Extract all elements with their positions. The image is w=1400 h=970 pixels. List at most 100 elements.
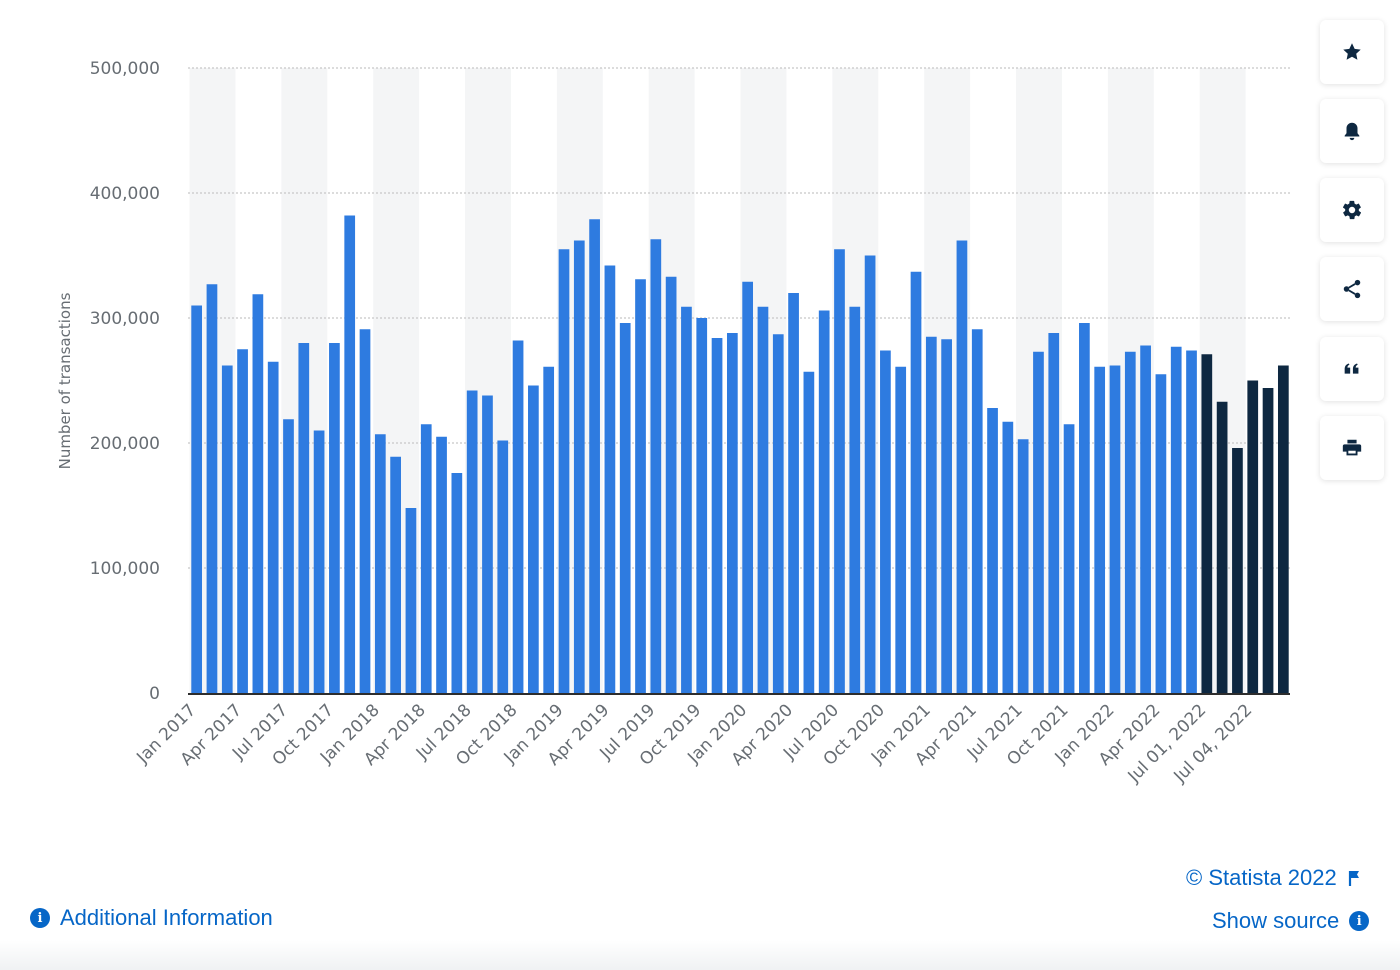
y-axis-title: Number of transactions <box>56 292 74 469</box>
notification-button[interactable] <box>1320 99 1384 163</box>
chart-area: 0 100,000 200,000 300,000 400,000 500,000 Jan … <box>56 59 1290 787</box>
show-source-label: Show source <box>1212 908 1340 933</box>
bar <box>436 436 447 693</box>
bar <box>910 271 922 693</box>
bar <box>772 334 784 693</box>
bar <box>1216 401 1228 693</box>
bar <box>252 294 264 693</box>
bar <box>956 240 968 693</box>
bar <box>1017 439 1029 693</box>
bar <box>206 284 218 693</box>
bar <box>987 408 998 693</box>
bar <box>864 255 876 693</box>
bar <box>619 323 631 693</box>
bar <box>925 336 937 693</box>
bar <box>329 343 340 693</box>
bar <box>788 293 799 693</box>
y-tick-label: 500,000 <box>90 59 160 79</box>
bar <box>390 456 401 693</box>
bar-chart: 0100,000200,000300,000400,000500,000Jan … <box>56 59 1290 787</box>
bar <box>283 419 294 693</box>
bar <box>1048 333 1060 693</box>
bar <box>221 365 233 693</box>
y-tick-label: 300,000 <box>90 309 160 329</box>
bar <box>711 338 723 693</box>
bar <box>1140 345 1151 693</box>
print-icon <box>1342 439 1362 456</box>
share-button[interactable] <box>1320 257 1384 321</box>
bar <box>237 349 248 693</box>
bar <box>818 310 830 693</box>
settings-button[interactable] <box>1320 178 1384 242</box>
show-source-link[interactable]: Show source i <box>1212 908 1370 934</box>
bar <box>726 333 738 693</box>
bar <box>1094 366 1106 693</box>
info-icon: i <box>30 908 50 928</box>
copyright-link[interactable]: © Statista 2022 <box>1186 865 1363 891</box>
bar <box>1232 448 1243 693</box>
bar <box>895 366 907 693</box>
additional-information-label: Additional Information <box>60 905 273 930</box>
info-icon: i <box>1349 911 1370 931</box>
share-icon <box>1343 279 1361 299</box>
bar <box>298 343 310 693</box>
bar <box>604 265 616 693</box>
bar <box>482 395 493 693</box>
bar <box>374 434 386 693</box>
bottom-fade <box>0 940 1400 970</box>
quote-icon <box>1344 363 1359 374</box>
bar <box>1063 424 1075 693</box>
bar <box>849 306 861 693</box>
bar <box>681 306 692 693</box>
bar <box>313 430 325 693</box>
bar <box>650 239 662 693</box>
bar <box>451 473 463 693</box>
additional-information-link[interactable]: i Additional Information <box>30 905 273 931</box>
star-icon <box>1343 43 1361 60</box>
bar <box>1109 365 1121 693</box>
bar <box>589 219 600 693</box>
bar <box>1079 323 1090 693</box>
bar <box>267 361 279 693</box>
bar <box>1170 346 1182 693</box>
bar <box>466 390 478 693</box>
bar <box>497 440 509 693</box>
bar <box>1201 354 1213 693</box>
bar <box>344 215 356 693</box>
bar <box>1155 374 1167 693</box>
print-button[interactable] <box>1320 416 1384 480</box>
bar <box>359 329 371 693</box>
bar <box>405 508 417 693</box>
bar <box>420 424 432 693</box>
flag-icon <box>1348 871 1359 886</box>
bell-icon <box>1344 122 1360 141</box>
bar <box>803 371 815 693</box>
bar <box>1033 351 1044 693</box>
bar <box>696 318 708 693</box>
bar <box>528 385 539 693</box>
favorite-button[interactable] <box>1320 20 1384 84</box>
bar <box>1277 365 1289 693</box>
y-tick-label: 100,000 <box>90 559 160 579</box>
bar <box>512 340 524 693</box>
bar <box>880 350 891 693</box>
gear-icon <box>1342 200 1362 220</box>
bar <box>543 366 555 693</box>
bar <box>573 240 585 693</box>
bar <box>941 339 952 693</box>
bar <box>1247 380 1259 693</box>
bar <box>757 306 769 693</box>
bar <box>635 279 646 693</box>
cite-button[interactable] <box>1320 337 1384 401</box>
bar <box>1002 421 1014 693</box>
bar <box>834 249 845 693</box>
bar <box>1186 350 1197 693</box>
y-tick-label: 200,000 <box>90 434 160 454</box>
y-tick-label: 0 <box>149 684 160 704</box>
bar <box>742 281 754 693</box>
y-tick-label: 400,000 <box>90 184 160 204</box>
bar <box>558 249 570 693</box>
bar <box>191 305 203 693</box>
bar <box>665 276 677 693</box>
bar <box>1124 351 1136 693</box>
